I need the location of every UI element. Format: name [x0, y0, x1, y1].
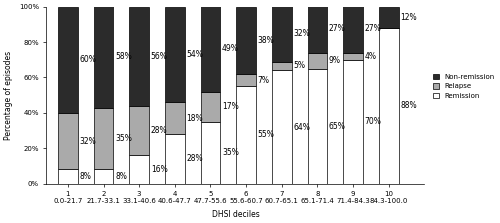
Bar [343, 5, 363, 53]
Bar [379, 28, 398, 184]
Text: 38%: 38% [258, 36, 274, 45]
Text: 54%: 54% [186, 50, 204, 59]
Bar [343, 53, 363, 60]
Bar [236, 74, 256, 86]
Text: 27%: 27% [364, 24, 382, 33]
Text: 27%: 27% [329, 24, 345, 33]
Text: 35%: 35% [222, 148, 239, 157]
Bar [200, 92, 220, 122]
Text: 64%: 64% [294, 122, 310, 132]
Bar [308, 5, 327, 53]
Y-axis label: Percentage of episodes: Percentage of episodes [4, 51, 13, 140]
Bar [165, 102, 184, 134]
Bar [236, 7, 256, 74]
Bar [58, 7, 78, 113]
Bar [200, 5, 220, 92]
Bar [165, 134, 184, 184]
Text: 60%: 60% [80, 55, 96, 64]
Text: 9%: 9% [329, 56, 341, 65]
X-axis label: DHSI deciles: DHSI deciles [212, 210, 260, 219]
Text: 55%: 55% [258, 130, 274, 139]
Bar [94, 107, 114, 169]
Text: 8%: 8% [115, 172, 127, 181]
Bar [58, 113, 78, 169]
Bar [272, 62, 291, 70]
Bar [343, 60, 363, 184]
Bar [130, 106, 149, 155]
Bar [379, 7, 398, 28]
Text: 88%: 88% [400, 101, 417, 110]
Text: 32%: 32% [294, 29, 310, 38]
Text: 56%: 56% [151, 52, 168, 61]
Bar [308, 53, 327, 69]
Text: 58%: 58% [115, 52, 132, 61]
Text: 7%: 7% [258, 76, 270, 85]
Bar [94, 5, 114, 107]
Text: 16%: 16% [151, 165, 168, 174]
Bar [130, 155, 149, 184]
Text: 8%: 8% [80, 172, 92, 181]
Legend: Non-remission, Relapse, Remission: Non-remission, Relapse, Remission [432, 72, 496, 100]
Bar [58, 169, 78, 184]
Bar [236, 86, 256, 184]
Bar [272, 5, 291, 62]
Text: 70%: 70% [364, 117, 382, 126]
Bar [94, 169, 114, 184]
Bar [272, 70, 291, 184]
Bar [165, 7, 184, 102]
Text: 49%: 49% [222, 44, 239, 53]
Bar [200, 122, 220, 184]
Text: 28%: 28% [186, 154, 203, 163]
Text: 17%: 17% [222, 102, 239, 111]
Text: 28%: 28% [151, 126, 168, 135]
Text: 12%: 12% [400, 13, 417, 22]
Text: 35%: 35% [115, 134, 132, 143]
Bar [130, 7, 149, 106]
Bar [308, 69, 327, 184]
Text: 4%: 4% [364, 52, 376, 61]
Text: 18%: 18% [186, 114, 203, 123]
Text: 32%: 32% [80, 137, 96, 146]
Text: 5%: 5% [294, 62, 306, 70]
Text: 65%: 65% [329, 122, 346, 131]
